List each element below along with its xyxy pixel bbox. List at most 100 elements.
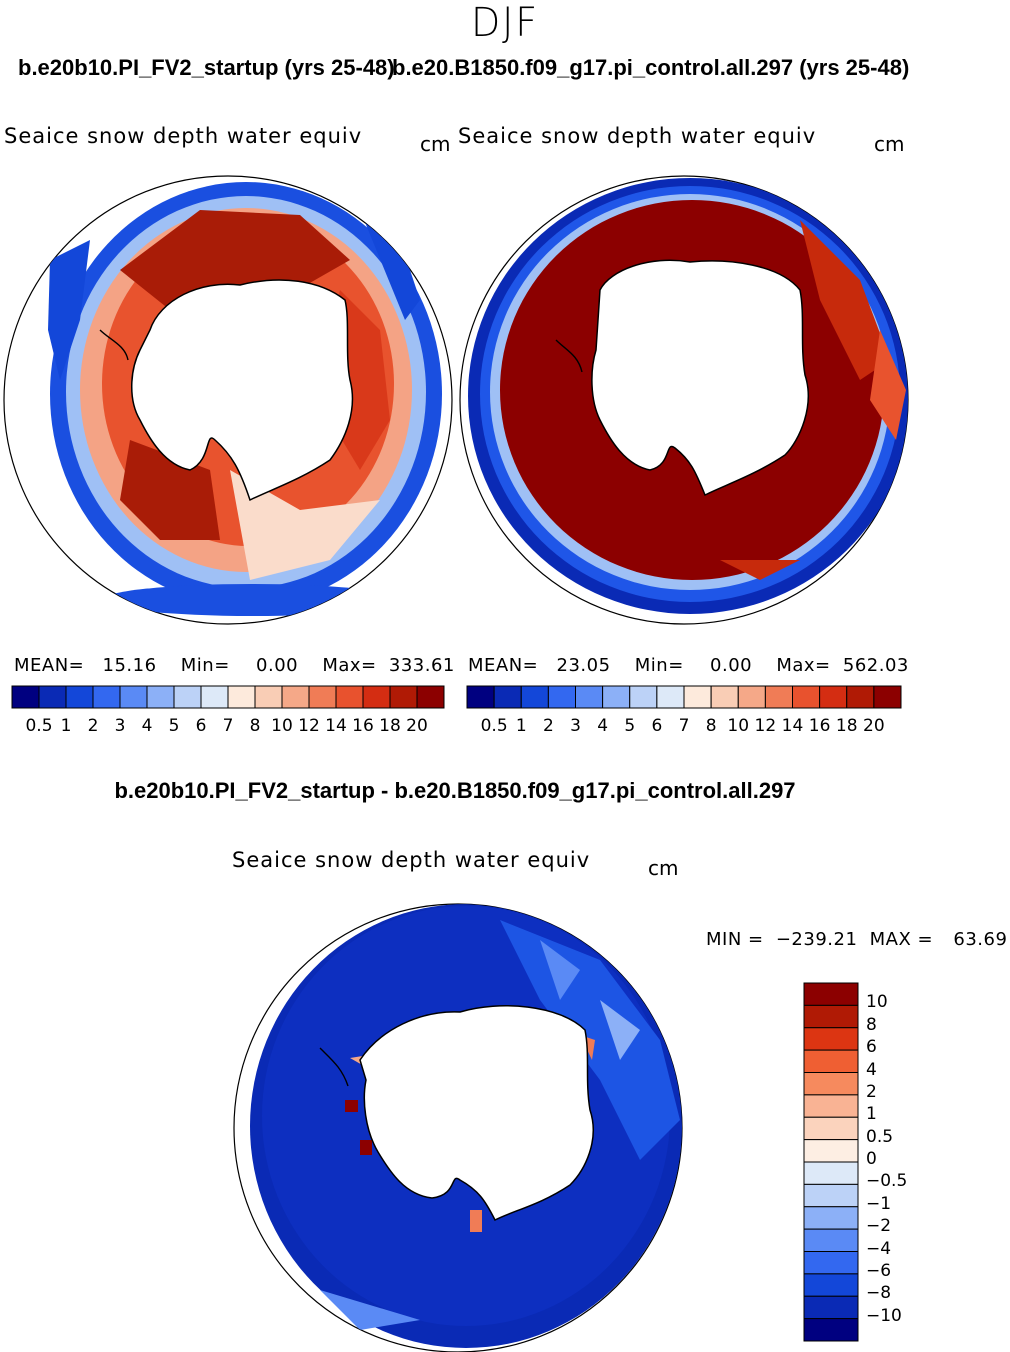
difference-colorbar-tick-label: −8 [866,1283,892,1304]
right-colorbar-tick-label: 14 [781,716,804,736]
left-colorbar-tick-label: 16 [352,716,374,736]
difference-colorbar-tick-label: 6 [866,1037,877,1058]
right-max-value: 562.03 [842,655,909,676]
left-max-label: Max= [322,655,377,676]
right-antarctica-coast [591,259,809,497]
left-colorbar-tick-label: 5 [168,716,180,736]
right-colorbar-tick-label: 5 [624,716,636,736]
right-colorbar-tick-label: 16 [808,716,831,736]
right-mean-label: MEAN= [468,655,539,676]
left-run-title: b.e20b10.PI_FV2_startup (yrs 25-48) [18,55,395,80]
left-stats: MEAN= 15.16 Min= 0.00 Max= 333.61 [14,655,455,676]
right-colorbar-tick-label: 1 [515,716,527,736]
left-colorbar-tick-label: 14 [325,716,347,736]
difference-colorbar-swatch-11 [803,1228,859,1252]
left-units-label: cm [420,132,451,156]
right-colorbar-swatch-9 [710,685,739,709]
left-antarctica-coast [131,279,354,502]
right-variable-label: Seaice snow depth water equiv [458,124,817,148]
difference-colorbar-tick-label: 0 [866,1149,877,1169]
right-run-title: b.e20.B1850.f09_g17.pi_control.all.297 (… [392,55,910,80]
difference-colorbar-tick-label: −0.5 [866,1171,908,1192]
right-colorbar-tick-label: 8 [705,716,717,736]
left-colorbar-swatch-5 [146,685,175,709]
difference-colorbar-tick-label: −2 [866,1216,892,1237]
left-colorbar-tick-label: 20 [406,716,428,736]
difference-colorbar [803,982,859,1342]
right-colorbar-swatch-0 [466,685,495,709]
difference-colorbar-tick-label: 2 [866,1081,877,1102]
right-stats: MEAN= 23.05 Min= 0.00 Max= 562.03 [468,655,909,676]
difference-colorbar-swatch-3 [803,1049,859,1073]
difference-colorbar-swatch-8 [803,1161,859,1185]
left-colorbar-swatch-4 [119,685,148,709]
difference-colorbar-tick-label: −4 [866,1238,892,1259]
left-colorbar-swatch-14 [389,685,418,709]
left-min-value: 0.00 [256,655,299,676]
left-colorbar-tick-label: 8 [249,716,261,736]
right-colorbar-tick-label: 7 [678,716,690,736]
difference-colorbar-swatch-14 [803,1295,859,1320]
difference-colorbar-swatch-15 [803,1318,859,1342]
right-abs-colorbar [466,685,902,709]
left-colorbar-swatch-10 [281,685,310,709]
difference-colorbar-tick-label: −1 [866,1193,892,1214]
right-units-label: cm [874,132,905,156]
difference-colorbar-swatch-2 [803,1027,859,1051]
left-colorbar-swatch-12 [335,685,364,709]
right-colorbar-swatch-10 [737,685,766,709]
right-colorbar-tick-label: 10 [727,716,750,736]
right-colorbar-swatch-8 [683,685,712,709]
right-colorbar-tick-label: 0.5 [480,716,508,736]
difference-colorbar-tick-label: −10 [866,1305,902,1326]
left-colorbar-tick-label: 1 [60,716,72,736]
left-colorbar-tick-label: 12 [298,716,320,736]
left-mean-label: MEAN= [14,655,85,676]
left-colorbar-tick-label: 0.5 [25,716,53,736]
left-abs-colorbar [11,685,445,709]
difference-colorbar-swatch-1 [803,1004,859,1029]
difference-colorbar-swatch-7 [803,1139,859,1163]
season-title: DJF [470,0,540,46]
right-colorbar-swatch-12 [792,685,821,709]
right-colorbar-tick-label: 3 [570,716,581,736]
left-colorbar-swatch-3 [92,685,121,709]
left-colorbar-swatch-0 [11,685,40,709]
difference-colorbar-swatch-10 [803,1206,859,1230]
right-colorbar-tick-label: 18 [835,716,858,736]
right-colorbar-swatch-7 [656,685,685,709]
difference-variable-label: Seaice snow depth water equiv [232,848,591,872]
difference-units-label: cm [648,856,679,880]
left-colorbar-swatch-13 [362,685,391,709]
difference-colorbar-tick-label: 10 [866,992,888,1013]
left-colorbar-tick-label: 6 [195,716,207,736]
difference-stats: MIN = −239.21 MAX = 63.69 [706,929,1007,950]
right-colorbar-swatch-6 [629,685,658,709]
right-max-label: Max= [776,655,831,676]
right-colorbar-swatch-4 [575,685,604,709]
difference-min-label: MIN = [706,929,764,950]
right-colorbar-swatch-1 [493,685,522,709]
right-colorbar-swatch-11 [764,685,793,709]
right-colorbar-swatch-15 [873,685,902,709]
right-colorbar-tick-label: 6 [651,716,663,736]
left-max-value: 333.61 [388,655,455,676]
right-min-value: 0.00 [710,655,753,676]
left-colorbar-swatch-6 [173,685,202,709]
left-colorbar-tick-label: 10 [271,716,293,736]
right-colorbar-tick-label: 12 [754,716,777,736]
right-colorbar-swatch-3 [547,685,576,709]
left-mean-value: 15.16 [102,655,157,676]
difference-antarctica-coast [359,1005,594,1222]
right-colorbar-swatch-14 [846,685,875,709]
difference-colorbar-swatch-12 [803,1251,859,1275]
left-colorbar-tick-label: 3 [114,716,126,736]
right-mean-value: 23.05 [556,655,611,676]
right-colorbar-tick-label: 20 [863,716,885,736]
left-colorbar-swatch-7 [200,685,229,709]
right-colorbar-tick-label: 2 [542,716,554,736]
difference-max-value: 63.69 [953,929,1008,950]
difference-colorbar-tick-label: 0.5 [866,1126,894,1147]
difference-colorbar-swatch-4 [803,1072,859,1096]
